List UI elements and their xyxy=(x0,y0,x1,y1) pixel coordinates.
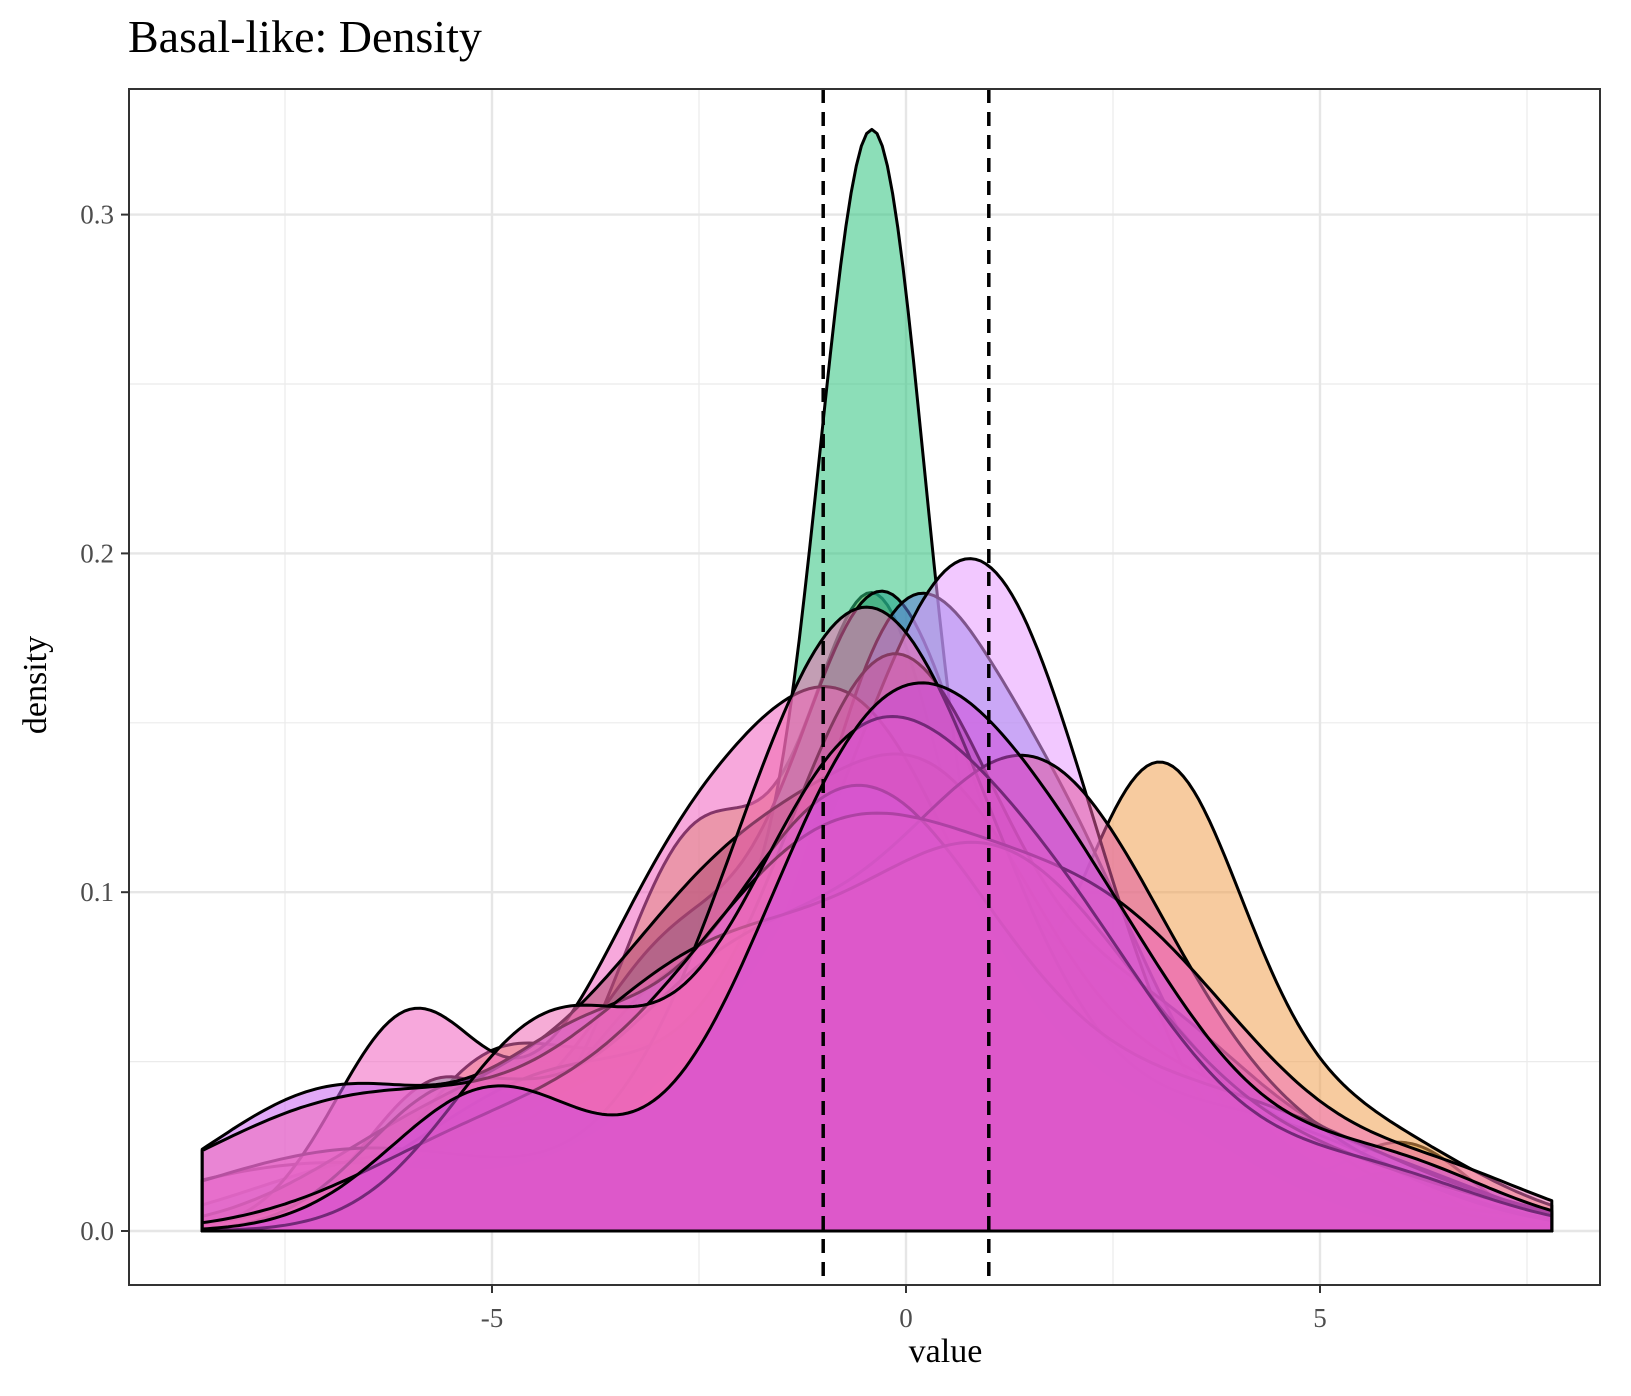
x-tick-label: 5 xyxy=(1313,1303,1327,1333)
y-tick-label: 0.2 xyxy=(80,538,114,568)
y-tick-label: 0.0 xyxy=(80,1216,114,1246)
x-tick-label: 0 xyxy=(899,1303,913,1333)
density-area-16 xyxy=(200,681,1554,1233)
axes: -5 0 5 0.0 0.1 0.2 0.3 xyxy=(80,200,1327,1333)
y-tick-label: 0.3 xyxy=(80,200,114,230)
density-areas xyxy=(200,127,1554,1233)
x-axis-title: value xyxy=(908,1333,983,1370)
panel-border xyxy=(128,88,1601,1286)
x-tick-label: -5 xyxy=(481,1303,504,1333)
chart-title: Basal-like: Density xyxy=(128,11,482,62)
y-tick-label: 0.1 xyxy=(80,877,114,907)
y-axis-title: density xyxy=(17,635,54,735)
threshold-lines xyxy=(821,89,991,1285)
